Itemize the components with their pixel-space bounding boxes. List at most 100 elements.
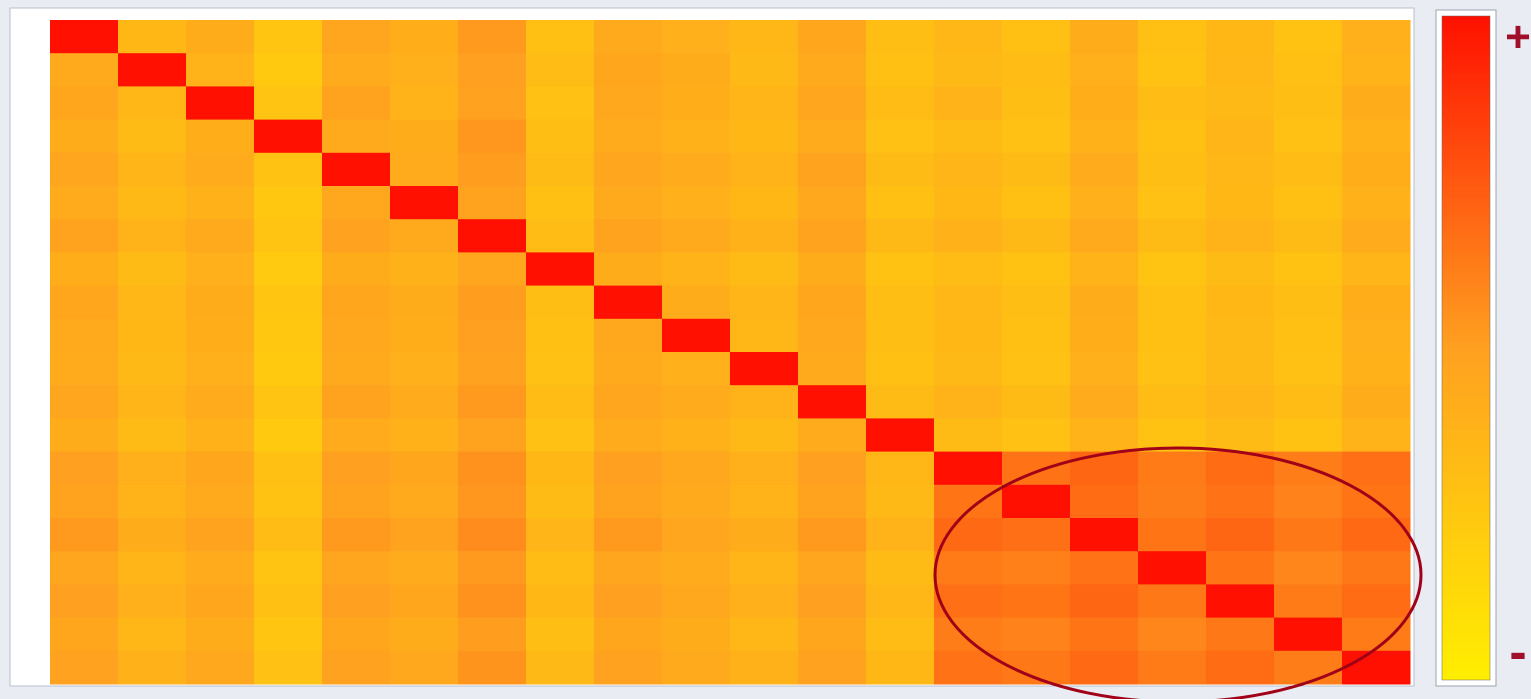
heatmap-cell xyxy=(254,285,323,320)
heatmap-cell xyxy=(662,285,731,320)
heatmap-cell xyxy=(934,484,1003,519)
heatmap-cell xyxy=(526,650,595,685)
heatmap-cell xyxy=(322,650,391,685)
heatmap-cell xyxy=(662,584,731,619)
heatmap-cell xyxy=(526,86,595,121)
heatmap-cell xyxy=(866,252,935,287)
heatmap-cell xyxy=(662,451,731,486)
heatmap-cell xyxy=(390,584,459,619)
heatmap-cell xyxy=(1274,285,1343,320)
heatmap-cell xyxy=(594,650,663,685)
heatmap-cell xyxy=(866,551,935,585)
heatmap-cell xyxy=(1138,186,1207,220)
heatmap-cell xyxy=(934,551,1003,585)
heatmap-cell xyxy=(322,451,391,486)
heatmap-cell xyxy=(662,86,731,121)
heatmap-cell xyxy=(934,518,1003,552)
heatmap-cell xyxy=(526,53,595,87)
heatmap-cell xyxy=(390,451,459,486)
heatmap-cell xyxy=(594,385,663,419)
heatmap-cell xyxy=(1206,285,1275,320)
heatmap-cell xyxy=(458,285,527,320)
heatmap-cell xyxy=(662,418,731,453)
heatmap-cell xyxy=(662,53,731,87)
heatmap-cell xyxy=(390,650,459,685)
heatmap-cell xyxy=(118,252,187,287)
heatmap-cell xyxy=(934,285,1003,320)
heatmap-cell xyxy=(458,451,527,486)
heatmap-cell xyxy=(322,20,391,54)
heatmap-cell xyxy=(254,418,323,453)
heatmap-cell xyxy=(1274,252,1343,287)
heatmap-cell xyxy=(798,219,867,253)
heatmap-cell xyxy=(1206,252,1275,287)
heatmap-cell xyxy=(662,617,731,652)
heatmap-cell xyxy=(1274,551,1343,585)
heatmap-cell xyxy=(526,318,595,353)
heatmap-cell xyxy=(50,152,119,187)
heatmap-cell xyxy=(866,285,935,320)
heatmap-cell xyxy=(730,518,799,552)
heatmap-cell xyxy=(594,53,663,87)
heatmap-cell xyxy=(458,617,527,652)
heatmap-cell xyxy=(1138,119,1207,154)
heatmap-cell xyxy=(1002,219,1071,253)
row-label-strip xyxy=(12,20,48,684)
heatmap-cell xyxy=(1138,584,1207,619)
heatmap-cell xyxy=(458,86,527,121)
heatmap-cell xyxy=(186,352,255,386)
heatmap-cell xyxy=(50,451,119,486)
heatmap-cell xyxy=(118,152,187,187)
heatmap-cell xyxy=(50,186,119,220)
heatmap-cell xyxy=(866,484,935,519)
heatmap-cell xyxy=(526,219,595,253)
heatmap-cell xyxy=(322,484,391,519)
heatmap-cell xyxy=(730,551,799,585)
heatmap-cell xyxy=(866,186,935,220)
heatmap-cell xyxy=(458,318,527,353)
heatmap-cell xyxy=(1274,119,1343,154)
heatmap-cell xyxy=(1206,318,1275,353)
heatmap-cell xyxy=(594,352,663,386)
heatmap-cell xyxy=(730,650,799,685)
heatmap-cell xyxy=(594,119,663,154)
heatmap-cell xyxy=(798,418,867,453)
heatmap-cell xyxy=(798,20,867,54)
heatmap-cell xyxy=(1002,352,1071,386)
heatmap-cell xyxy=(1138,53,1207,87)
colorbar-min-label: - xyxy=(1509,624,1526,682)
heatmap-cell xyxy=(1138,418,1207,453)
heatmap-cell xyxy=(254,584,323,619)
heatmap-cell xyxy=(50,650,119,685)
heatmap-cell xyxy=(866,385,935,419)
heatmap-cell xyxy=(1002,252,1071,287)
heatmap-cell xyxy=(526,20,595,54)
heatmap-cell xyxy=(798,584,867,619)
heatmap-cell xyxy=(594,484,663,519)
heatmap-cell xyxy=(1274,186,1343,220)
heatmap-cell xyxy=(118,219,187,253)
heatmap-cell xyxy=(798,617,867,652)
heatmap-cell xyxy=(1138,650,1207,685)
heatmap-cell xyxy=(322,219,391,253)
heatmap-cell xyxy=(254,484,323,519)
heatmap-cell xyxy=(254,86,323,121)
heatmap-cell xyxy=(1138,484,1207,519)
heatmap-cell xyxy=(186,285,255,320)
heatmap-cell xyxy=(390,318,459,353)
heatmap-cell xyxy=(662,352,731,386)
heatmap-cell xyxy=(526,252,595,287)
heatmap-cell xyxy=(50,418,119,453)
heatmap-cell xyxy=(1070,617,1139,652)
heatmap-cell xyxy=(1138,551,1207,585)
heatmap-cell xyxy=(1002,119,1071,154)
heatmap-cell xyxy=(730,20,799,54)
heatmap-cell xyxy=(1002,451,1071,486)
heatmap-cell xyxy=(934,53,1003,87)
heatmap-cell xyxy=(1342,551,1411,585)
heatmap-cell xyxy=(118,318,187,353)
heatmap-cell xyxy=(1274,318,1343,353)
heatmap-cell xyxy=(254,551,323,585)
heatmap-cell xyxy=(730,219,799,253)
heatmap-cell xyxy=(662,20,731,54)
